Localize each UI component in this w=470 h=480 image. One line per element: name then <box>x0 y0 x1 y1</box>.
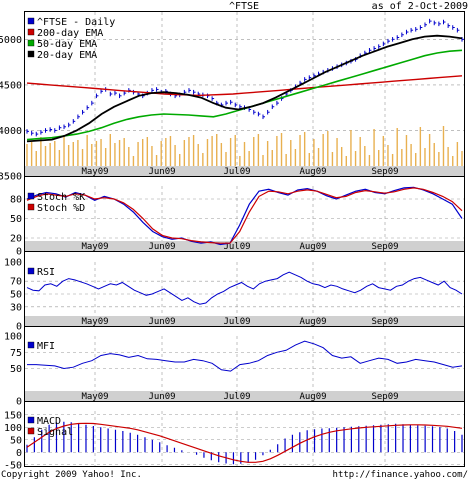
stoch-legend-label: Stoch %D <box>37 203 85 214</box>
mfi-month-label: Aug09 <box>299 392 326 402</box>
macd-y-tick: 0 <box>16 448 22 459</box>
stoch-d-line <box>26 187 463 244</box>
mfi-line <box>27 340 463 372</box>
stoch-month-strip <box>25 241 464 251</box>
mfi-month-label: Jul09 <box>223 392 250 402</box>
copyright-text: Copyright 2009 Yahoo! Inc. <box>1 470 142 480</box>
stoch-month-label: May09 <box>81 242 108 252</box>
mfi-y-tick: 0 <box>16 397 22 408</box>
rsi-y-tick: 100 <box>4 258 22 269</box>
mfi-month-strip <box>25 391 464 401</box>
source-url: http://finance.yahoo.com/ <box>333 470 468 480</box>
macd-y-tick: 50 <box>10 435 22 446</box>
price-legend-swatch <box>27 50 35 58</box>
rsi-legend-swatch <box>27 267 35 275</box>
stoch-month-label: Jun09 <box>148 242 175 252</box>
price-month-strip <box>25 166 464 176</box>
stoch-y-tick: 0 <box>16 247 22 258</box>
macd-legend-swatch <box>27 416 35 424</box>
rsi-panel-frame <box>24 251 465 327</box>
rsi-y-tick: 70 <box>10 277 22 288</box>
mfi-legend-swatch <box>27 341 35 349</box>
price-month-label: Aug09 <box>299 167 326 177</box>
macd-legend-swatch <box>27 427 35 435</box>
stoch-k-line <box>26 186 463 246</box>
macd-legend-label: MACD <box>37 416 61 427</box>
mfi-month-label: May09 <box>81 392 108 402</box>
rsi-month-label: Sep09 <box>371 317 398 327</box>
stoch-y-tick: 80 <box>10 195 22 206</box>
chart-title: ^FTSE <box>229 1 259 12</box>
date-label: as of 2-Oct-2009 <box>372 1 468 12</box>
rsi-month-label: May09 <box>81 317 108 327</box>
signal-line <box>26 422 463 463</box>
mfi-y-tick: 75 <box>10 348 22 359</box>
rsi-month-label: Jul09 <box>223 317 250 327</box>
mfi-legend-label: MFI <box>37 341 55 352</box>
macd-legend-label: Signal <box>37 427 73 438</box>
price-y-tick: 5000 <box>0 35 22 46</box>
rsi-line <box>26 271 463 305</box>
rsi-month-label: Jun09 <box>148 317 175 327</box>
price-y-tick: 3500 <box>0 172 22 183</box>
rsi-y-tick: 50 <box>10 290 22 301</box>
ema20-line <box>26 34 463 143</box>
stoch-legend-label: Stoch %K <box>37 192 85 203</box>
price-legend-label: 20-day EMA <box>37 50 97 61</box>
price-y-tick: 4500 <box>0 80 22 91</box>
stoch-month-label: Aug09 <box>299 242 326 252</box>
price-month-label: Sep09 <box>371 167 398 177</box>
stoch-y-tick: 20 <box>10 234 22 245</box>
price-legend-label: 200-day EMA <box>37 28 103 39</box>
macd-y-tick: 150 <box>4 410 22 421</box>
rsi-legend-label: RSI <box>37 267 55 278</box>
price-y-tick: 4000 <box>0 126 22 137</box>
stoch-month-label: Jul09 <box>223 242 250 252</box>
rsi-month-label: Aug09 <box>299 317 326 327</box>
mfi-month-label: Sep09 <box>371 392 398 402</box>
stoch-month-label: Sep09 <box>371 242 398 252</box>
price-month-label: May09 <box>81 167 108 177</box>
ema50-line <box>26 49 463 141</box>
mfi-y-tick: 50 <box>10 364 22 375</box>
mfi-y-tick: 100 <box>4 332 22 343</box>
price-legend-swatch <box>27 39 35 47</box>
macd-panel-frame <box>24 401 465 467</box>
macd-y-tick: -50 <box>4 460 22 471</box>
price-legend-swatch <box>27 28 35 36</box>
price-legend-label: ^FTSE - Daily <box>37 17 115 28</box>
rsi-y-tick: 30 <box>10 302 22 313</box>
rsi-month-strip <box>25 316 464 326</box>
rsi-y-tick: 0 <box>16 322 22 333</box>
stoch-legend-swatch <box>27 203 35 211</box>
stoch-y-tick: 50 <box>10 214 22 225</box>
price-month-label: Jul09 <box>223 167 250 177</box>
price-legend-label: 50-day EMA <box>37 39 97 50</box>
stoch-legend-swatch <box>27 192 35 200</box>
price-month-label: Jun09 <box>148 167 175 177</box>
macd-y-tick: 100 <box>4 423 22 434</box>
price-legend-swatch <box>27 17 35 25</box>
mfi-month-label: Jun09 <box>148 392 175 402</box>
ema200-line <box>26 75 463 97</box>
